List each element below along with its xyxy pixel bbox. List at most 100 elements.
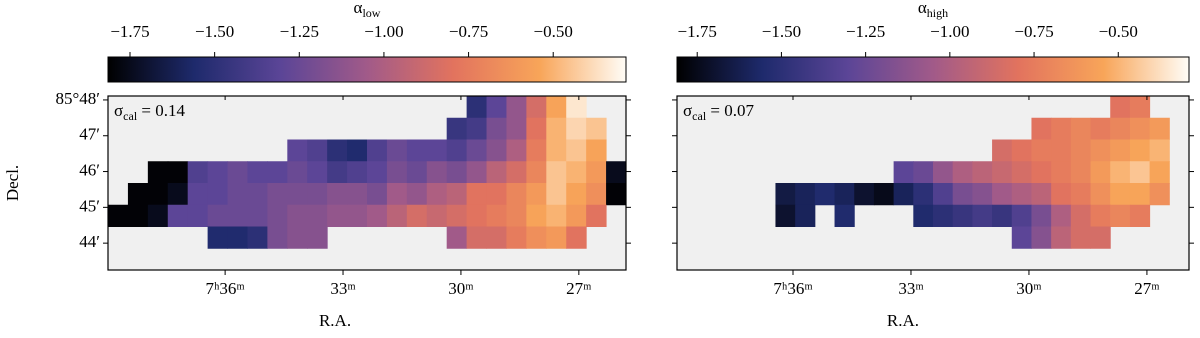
colorbar-tick-label: −1.50 bbox=[195, 22, 234, 41]
map-cell bbox=[486, 117, 507, 140]
map-cell bbox=[406, 204, 428, 227]
map-cell bbox=[367, 161, 388, 184]
map-cell bbox=[834, 204, 855, 227]
map-cell bbox=[466, 139, 488, 162]
map-cell bbox=[426, 183, 448, 206]
x-tick-label: 30ᵐ bbox=[1016, 279, 1041, 298]
map-cell bbox=[386, 204, 408, 227]
map-cell bbox=[546, 226, 567, 249]
map-cell bbox=[207, 161, 229, 184]
x-axis-label: R.A. bbox=[319, 311, 351, 330]
map-cell bbox=[386, 161, 408, 184]
map-cell bbox=[327, 204, 348, 227]
map-cell bbox=[546, 161, 567, 184]
map-cell bbox=[367, 183, 388, 206]
map-cell bbox=[526, 183, 547, 206]
map-cell bbox=[486, 204, 507, 227]
map-cell bbox=[606, 161, 627, 184]
map-cell bbox=[992, 161, 1013, 184]
map-cell bbox=[466, 183, 488, 206]
map-cell bbox=[327, 139, 348, 162]
colorbar-tick-label: −1.75 bbox=[110, 22, 149, 41]
map-cell bbox=[466, 96, 488, 119]
map-cell bbox=[147, 183, 169, 206]
map-cell bbox=[187, 183, 209, 206]
map-cell bbox=[247, 226, 268, 249]
map-cell bbox=[367, 204, 388, 227]
colorbar-tick-label: −1.25 bbox=[846, 22, 885, 41]
map-cell bbox=[1070, 204, 1092, 227]
map-cell bbox=[814, 183, 836, 206]
map-cell bbox=[992, 183, 1013, 206]
map-cell bbox=[972, 161, 993, 184]
map-cell bbox=[167, 204, 189, 227]
map-cell bbox=[506, 139, 527, 162]
map-cell bbox=[1031, 226, 1052, 249]
map-cell bbox=[167, 161, 189, 184]
map-cell bbox=[952, 183, 973, 206]
map-cell bbox=[566, 204, 587, 227]
map-cell bbox=[287, 183, 308, 206]
x-axis-label: R.A. bbox=[887, 311, 919, 330]
map-cell bbox=[466, 226, 488, 249]
map-cell bbox=[466, 117, 488, 140]
map-cell bbox=[1011, 226, 1032, 249]
colorbar-label: αlow bbox=[354, 0, 381, 20]
annotation: σcal = 0.07 bbox=[683, 101, 755, 123]
map-cell bbox=[446, 117, 468, 140]
map-cell bbox=[247, 183, 268, 206]
map-cell bbox=[1090, 139, 1111, 162]
map-cell bbox=[426, 204, 448, 227]
map-cell bbox=[347, 204, 368, 227]
colorbar-tick-label: −1.75 bbox=[678, 22, 717, 41]
map-cell bbox=[486, 183, 507, 206]
map-cell bbox=[586, 161, 607, 184]
map-cell bbox=[526, 161, 547, 184]
x-tick-label: 7ʰ36ᵐ bbox=[205, 279, 244, 298]
map-cell bbox=[933, 161, 954, 184]
map-cell bbox=[1070, 117, 1092, 140]
map-cell bbox=[466, 204, 488, 227]
map-cell bbox=[406, 139, 428, 162]
map-cell bbox=[1129, 204, 1151, 227]
map-cell bbox=[586, 117, 607, 140]
map-cell bbox=[187, 161, 209, 184]
map-cell bbox=[227, 183, 248, 206]
map-cell bbox=[1110, 204, 1131, 227]
map-cell bbox=[913, 183, 934, 206]
map-cell bbox=[486, 226, 507, 249]
plot-frame bbox=[107, 95, 627, 271]
map-cell bbox=[952, 204, 973, 227]
map-cell bbox=[1129, 139, 1151, 162]
map-cell bbox=[1031, 139, 1052, 162]
map-cell bbox=[566, 139, 587, 162]
map-cell bbox=[1051, 117, 1072, 140]
map-cell bbox=[566, 226, 587, 249]
map-cell bbox=[327, 183, 348, 206]
map-cell bbox=[1011, 161, 1032, 184]
map-cell bbox=[127, 204, 149, 227]
colorbar bbox=[107, 56, 627, 83]
x-tick-label: 30ᵐ bbox=[448, 279, 473, 298]
map-cell bbox=[207, 226, 229, 249]
map-cell bbox=[406, 161, 428, 184]
map-cell bbox=[1070, 139, 1092, 162]
colorbar-tick-label: −1.00 bbox=[364, 22, 403, 41]
x-tick-label: 33ᵐ bbox=[898, 279, 923, 298]
map-cell bbox=[486, 139, 507, 162]
map-cell bbox=[1051, 183, 1072, 206]
map-cell bbox=[446, 183, 468, 206]
map-cell bbox=[854, 183, 875, 206]
map-cell bbox=[526, 139, 547, 162]
map-cell bbox=[1051, 161, 1072, 184]
map-cell bbox=[992, 139, 1013, 162]
map-cell bbox=[1090, 161, 1111, 184]
map-cell bbox=[267, 204, 288, 227]
map-cell bbox=[167, 183, 189, 206]
y-tick-label: 47′ bbox=[79, 125, 100, 144]
colorbar-tick-label: −0.50 bbox=[1099, 22, 1138, 41]
map-cell bbox=[506, 226, 527, 249]
map-cell bbox=[1090, 117, 1111, 140]
map-cell bbox=[526, 226, 547, 249]
